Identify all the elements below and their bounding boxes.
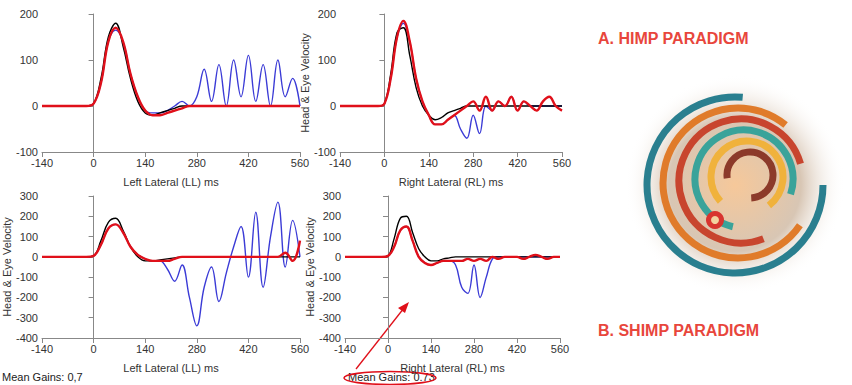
svg-text:-140: -140 (334, 343, 356, 355)
svg-text:-300: -300 (319, 312, 341, 324)
svg-text:280: 280 (464, 157, 482, 169)
svg-text:140: 140 (136, 157, 154, 169)
svg-text:Mean Gains: 0.73: Mean Gains: 0.73 (348, 370, 435, 383)
svg-text:560: 560 (551, 343, 569, 355)
svg-text:Right Lateral (RL) ms: Right Lateral (RL) ms (400, 362, 505, 374)
svg-text:0: 0 (385, 343, 391, 355)
svg-text:280: 280 (188, 157, 206, 169)
svg-text:100: 100 (20, 54, 38, 66)
svg-text:0: 0 (335, 251, 341, 263)
svg-text:-400: -400 (319, 332, 341, 344)
svg-text:0: 0 (381, 157, 387, 169)
svg-text:100: 100 (318, 54, 336, 66)
svg-text:0: 0 (91, 343, 97, 355)
svg-text:-140: -140 (31, 343, 53, 355)
svg-text:140: 140 (420, 157, 438, 169)
svg-text:-300: -300 (16, 312, 38, 324)
svg-text:-100: -100 (319, 271, 341, 283)
svg-text:280: 280 (465, 343, 483, 355)
svg-text:0: 0 (32, 251, 38, 263)
svg-text:560: 560 (291, 157, 309, 169)
svg-text:-400: -400 (16, 332, 38, 344)
svg-text:Right Lateral (RL) ms: Right Lateral (RL) ms (399, 176, 504, 188)
svg-text:420: 420 (508, 157, 526, 169)
svg-text:280: 280 (188, 343, 206, 355)
svg-text:560: 560 (291, 343, 309, 355)
svg-text:-200: -200 (16, 291, 38, 303)
svg-text:420: 420 (508, 343, 526, 355)
svg-text:100: 100 (323, 231, 341, 243)
svg-text:Head & Eye Velocity: Head & Eye Velocity (1, 217, 13, 317)
svg-text:-100: -100 (16, 146, 38, 158)
svg-text:-140: -140 (329, 157, 351, 169)
svg-text:300: 300 (20, 190, 38, 202)
svg-text:-200: -200 (319, 291, 341, 303)
svg-text:200: 200 (20, 8, 38, 20)
svg-text:200: 200 (20, 210, 38, 222)
svg-text:420: 420 (239, 157, 257, 169)
svg-text:Left Lateral (LL) ms: Left Lateral (LL) ms (123, 362, 219, 374)
svg-text:420: 420 (239, 343, 257, 355)
svg-text:300: 300 (323, 190, 341, 202)
svg-text:140: 140 (136, 343, 154, 355)
svg-text:0: 0 (330, 100, 336, 112)
svg-text:A. HIMP PARADIGM: A. HIMP PARADIGM (598, 30, 749, 47)
svg-text:200: 200 (323, 210, 341, 222)
svg-text:-140: -140 (31, 157, 53, 169)
svg-text:Head & Eye Velocity: Head & Eye Velocity (299, 33, 311, 133)
svg-text:100: 100 (20, 231, 38, 243)
svg-text:Mean Gains: 0,7: Mean Gains: 0,7 (2, 371, 83, 383)
svg-text:-100: -100 (16, 271, 38, 283)
svg-text:-100: -100 (314, 146, 336, 158)
svg-text:Left Lateral (LL) ms: Left Lateral (LL) ms (123, 176, 219, 188)
svg-text:0: 0 (91, 157, 97, 169)
svg-text:Head & Eye Velocity: Head & Eye Velocity (304, 217, 316, 317)
svg-text:560: 560 (553, 157, 571, 169)
svg-text:0: 0 (32, 100, 38, 112)
svg-text:140: 140 (422, 343, 440, 355)
svg-text:200: 200 (318, 8, 336, 20)
svg-text:B. SHIMP PARADIGM: B. SHIMP PARADIGM (598, 322, 759, 339)
